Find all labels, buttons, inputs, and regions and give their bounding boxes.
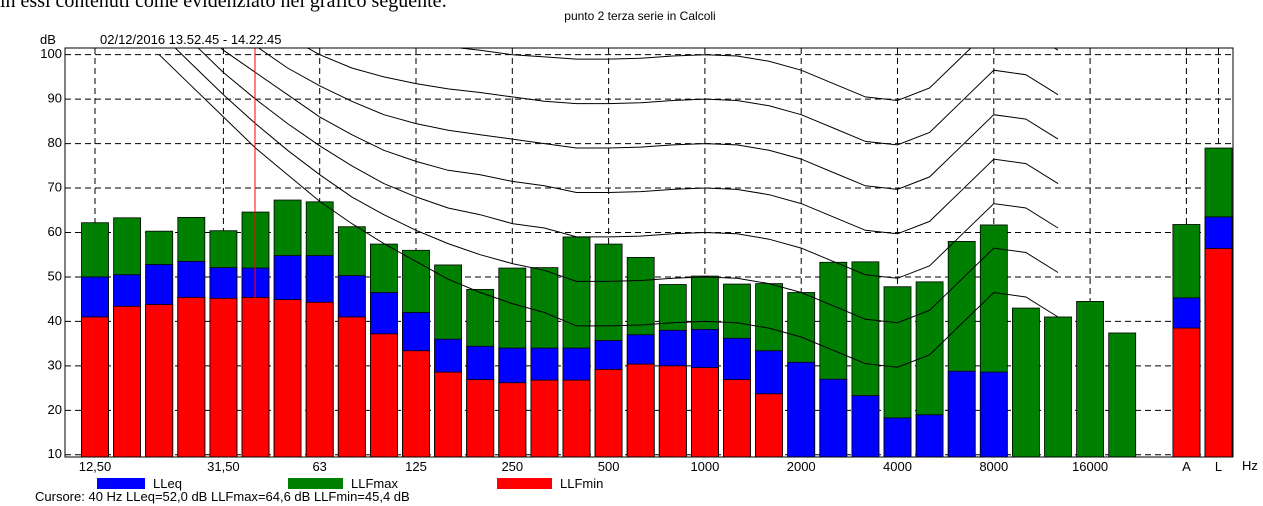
bar	[594, 369, 623, 458]
bar	[337, 316, 366, 458]
y-tick-label: 40	[48, 313, 62, 328]
x-axis-label: Hz	[1242, 458, 1258, 473]
bar	[81, 316, 109, 458]
bar	[947, 370, 976, 458]
bar	[1076, 301, 1104, 458]
reference-curve	[197, 48, 1059, 279]
legend-swatch	[288, 478, 343, 489]
reference-curve	[306, 48, 1059, 146]
bar	[883, 417, 912, 458]
x-tick-label: 16000	[1072, 459, 1108, 474]
bar	[466, 379, 495, 458]
x-tick-label: 63	[312, 459, 326, 474]
bar	[723, 379, 751, 458]
bar	[434, 371, 463, 458]
bar	[819, 378, 848, 458]
legend-label: LLFmax	[351, 476, 398, 491]
bar	[273, 299, 302, 458]
bar	[177, 297, 206, 458]
bar	[530, 379, 559, 458]
x-tick-label: 2000	[787, 459, 816, 474]
subtitle: 02/12/2016 13.52.45 - 14.22.45	[100, 32, 281, 47]
x-tick-label: 8000	[979, 459, 1008, 474]
y-tick-label: 90	[48, 91, 62, 106]
bar	[209, 297, 238, 458]
legend-swatch	[497, 478, 552, 489]
x-tick-label: 250	[501, 459, 523, 474]
bar	[145, 304, 174, 458]
x-tick-label: L	[1215, 459, 1222, 474]
plot-frame	[64, 47, 1234, 458]
y-tick-label: 20	[48, 402, 62, 417]
x-tick-label: A	[1182, 459, 1191, 474]
bar	[787, 361, 816, 458]
x-tick-label: 125	[405, 459, 427, 474]
x-tick-label: 1000	[690, 459, 719, 474]
bars	[81, 147, 1233, 458]
bar	[979, 371, 1008, 458]
y-tick-label: 100	[40, 46, 62, 61]
y-tick-label: 30	[48, 357, 62, 372]
labels: 10 20 30 40 50 60 70 80 90 100 12,50 31,50 63 125 250 5…	[40, 46, 1222, 474]
bar	[113, 305, 141, 458]
reference-curve	[455, 48, 1059, 102]
x-tick-label: 4000	[883, 459, 912, 474]
cursor-readout: Cursore: 40 Hz LLeq=52,0 dB LLFmax=64,6 …	[35, 489, 410, 504]
bar	[1108, 332, 1137, 458]
y-tick-label: 70	[48, 179, 62, 194]
reference-curve	[174, 48, 1059, 324]
intro-text: in essi contenuti come evidenziato nel g…	[0, 0, 447, 12]
bar	[1044, 316, 1072, 458]
bar	[305, 301, 334, 458]
reference-curve	[219, 48, 1059, 235]
bar	[915, 414, 944, 458]
legend-label: LLFmin	[560, 476, 603, 491]
bar	[1204, 248, 1233, 458]
bar	[755, 393, 783, 458]
legend-label: LLeq	[153, 476, 182, 491]
bar	[691, 367, 719, 458]
y-tick-label: 80	[48, 135, 62, 150]
y-tick-label: 60	[48, 224, 62, 239]
bar	[562, 379, 591, 458]
chart-title: punto 2 terza serie in Calcoli	[564, 9, 715, 23]
legend-swatch	[97, 478, 145, 489]
y-tick-label: 10	[48, 446, 62, 461]
x-tick-label: 12,50	[79, 459, 112, 474]
bar	[626, 363, 655, 458]
y-axis-label: dB	[40, 32, 56, 47]
y-tick-label: 50	[48, 268, 62, 283]
reference-curve	[257, 48, 1059, 190]
bar	[851, 395, 880, 458]
x-tick-label: 500	[598, 459, 620, 474]
bar	[402, 350, 430, 458]
bar	[658, 365, 687, 458]
bar	[1012, 307, 1040, 458]
reference-curve	[158, 54, 1059, 368]
reference-curves	[158, 48, 1059, 368]
x-tick-label: 31,50	[207, 459, 240, 474]
legend: LLeq LLFmax LLFmin	[97, 476, 603, 491]
bar	[1172, 327, 1201, 458]
bar	[369, 333, 398, 458]
bar	[498, 382, 527, 458]
